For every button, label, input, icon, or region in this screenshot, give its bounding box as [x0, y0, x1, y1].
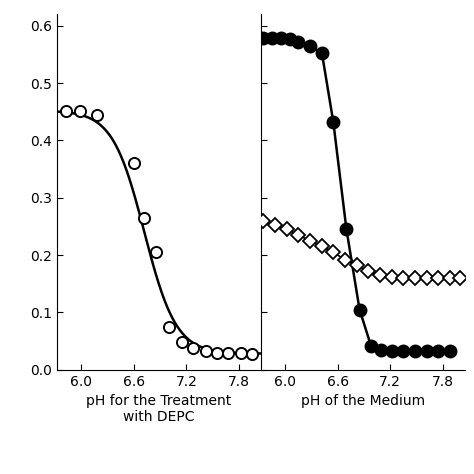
X-axis label: pH for the Treatment
with DEPC: pH for the Treatment with DEPC: [86, 394, 231, 424]
X-axis label: pH of the Medium: pH of the Medium: [301, 394, 425, 408]
